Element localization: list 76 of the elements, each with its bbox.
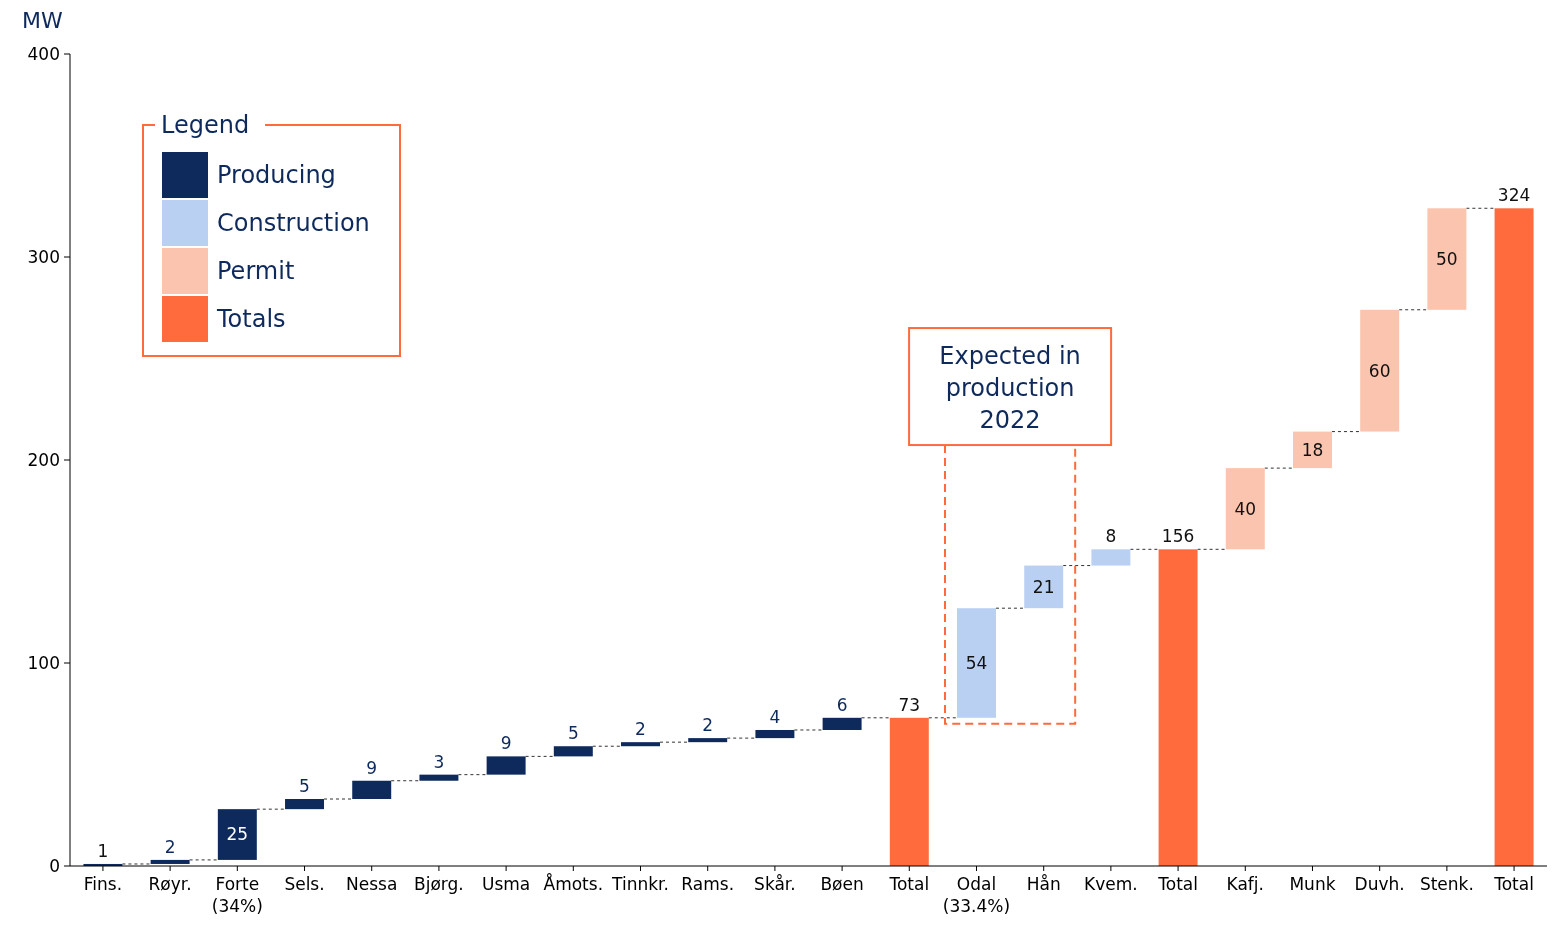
x-tick-label: Fins. <box>83 874 123 894</box>
y-tick-label: 200 <box>27 449 60 470</box>
data-label: 73 <box>898 694 921 715</box>
legend-label: Producing <box>217 161 336 190</box>
legend-label: Construction <box>217 209 370 238</box>
bar <box>688 738 728 743</box>
x-tick-label: Odal (33.4%) <box>942 874 1011 916</box>
data-label: 9 <box>500 733 512 754</box>
bar <box>822 717 862 730</box>
data-label: 50 <box>1436 248 1458 269</box>
data-label: 54 <box>965 652 988 673</box>
legend-label: Totals <box>216 305 286 334</box>
x-tick-label: Total <box>888 874 930 894</box>
bar <box>1360 309 1400 432</box>
x-tick-label: Røyr. <box>148 874 192 894</box>
x-tick-label: Total <box>1493 874 1534 894</box>
bar <box>1427 208 1467 310</box>
data-label: 1 <box>97 840 109 861</box>
bar <box>1158 549 1198 866</box>
data-label: 156 <box>1161 526 1195 547</box>
y-tick-label: 100 <box>27 652 60 673</box>
data-label: 8 <box>1105 526 1117 547</box>
x-tick-label: Stenk. <box>1419 874 1474 894</box>
bar <box>1024 565 1064 609</box>
x-tick-label: Skår. <box>754 874 796 894</box>
data-label: 25 <box>226 824 249 845</box>
x-tick-label: Tinnkr. <box>611 874 669 894</box>
y-tick-label: 0 <box>49 855 60 876</box>
x-tick-label: Total <box>1157 874 1198 894</box>
bar <box>352 780 392 800</box>
bar <box>150 859 190 864</box>
data-label: 21 <box>1032 576 1055 597</box>
bar <box>217 809 257 860</box>
data-label: 4 <box>769 706 781 727</box>
data-label: 40 <box>1234 498 1257 519</box>
annotation: Expected in production 2022 <box>939 342 1081 435</box>
bar <box>1091 549 1131 566</box>
x-tick-label: Sels. <box>284 874 325 894</box>
data-label: 2 <box>702 715 714 736</box>
data-label: 2 <box>164 836 176 857</box>
bar <box>1494 208 1534 866</box>
data-label: 6 <box>836 694 848 715</box>
legend-title: Legend <box>161 111 250 140</box>
data-label: 3 <box>433 751 445 772</box>
x-tick-label: Kvem. <box>1084 874 1138 894</box>
x-tick-label: Usma <box>481 874 531 894</box>
x-tick-label: Munk <box>1289 874 1336 894</box>
x-tick-label: Duvh. <box>1354 874 1405 894</box>
bar <box>889 717 929 866</box>
x-tick-label: Forte (34%) <box>211 874 263 916</box>
x-tick-label: Nessa <box>346 874 398 894</box>
x-tick-label: Kafj. <box>1226 874 1264 894</box>
data-label: 324 <box>1497 185 1531 206</box>
y-tick-label: 400 <box>27 43 60 64</box>
x-tick-label: Bøen <box>820 874 864 894</box>
bar <box>755 729 795 739</box>
x-tick-label: Åmots. <box>543 873 604 894</box>
data-label: 9 <box>366 757 378 778</box>
bar <box>419 774 459 781</box>
bar <box>957 608 996 718</box>
data-label: 5 <box>567 723 579 744</box>
data-label: 18 <box>1301 439 1324 460</box>
y-axis-title: MW <box>22 8 63 33</box>
x-tick-label: Hån <box>1026 874 1061 894</box>
bar <box>1225 468 1265 550</box>
bar <box>285 799 325 810</box>
x-tick-label: Bjørg. <box>414 874 464 894</box>
bar <box>486 756 526 775</box>
bar <box>553 746 593 757</box>
x-tick-label: Rams. <box>681 874 735 894</box>
bar <box>621 742 660 747</box>
data-label: 2 <box>635 719 646 740</box>
y-tick-label: 300 <box>27 246 60 267</box>
data-label: 60 <box>1368 360 1391 381</box>
data-label: 5 <box>299 776 310 797</box>
legend-label: Permit <box>217 257 295 286</box>
